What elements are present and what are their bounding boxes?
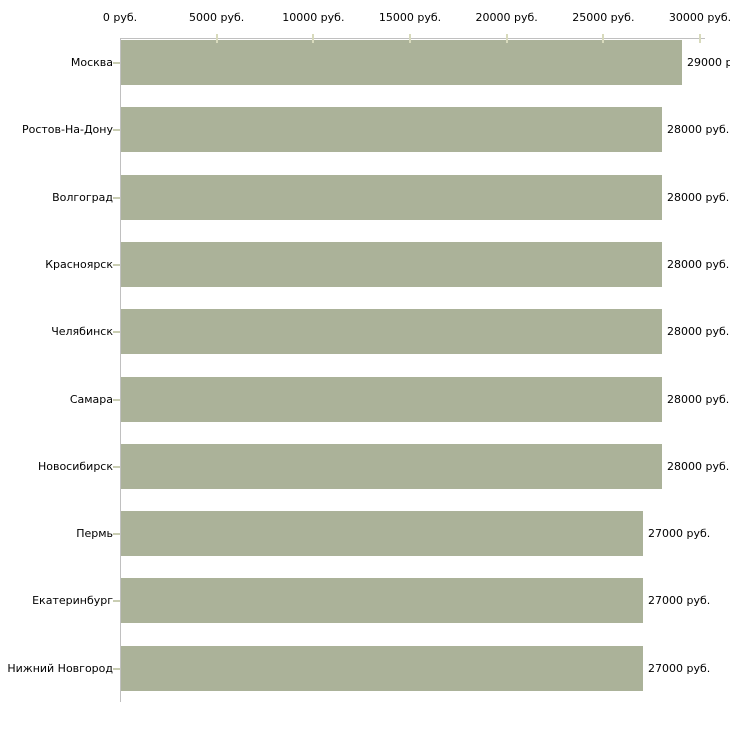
category-label: Самара	[69, 393, 113, 406]
x-axis-line	[120, 38, 705, 39]
value-label: 28000 руб.	[667, 325, 730, 338]
x-tick-mark	[699, 34, 701, 43]
bar	[121, 107, 662, 152]
value-label: 27000 руб.	[648, 527, 711, 540]
value-label: 27000 руб.	[648, 662, 711, 675]
category-label: Волгоград	[52, 191, 113, 204]
x-tick-label: 30000 руб.	[668, 11, 730, 24]
bar	[121, 309, 662, 354]
x-tick-label: 25000 руб.	[572, 11, 635, 24]
x-tick-label: 20000 руб.	[475, 11, 538, 24]
category-label: Ростов-На-Дону	[21, 123, 113, 136]
value-label: 27000 руб.	[648, 594, 711, 607]
x-tick-label: 10000 руб.	[282, 11, 345, 24]
category-tick-mark	[113, 399, 120, 401]
category-label: Екатеринбург	[32, 594, 113, 607]
category-label: Москва	[70, 56, 113, 69]
category-label: Пермь	[76, 527, 113, 540]
category-tick-mark	[113, 264, 120, 266]
category-tick-mark	[113, 129, 120, 131]
category-tick-mark	[113, 600, 120, 602]
bar	[121, 578, 643, 623]
bar	[121, 444, 662, 489]
x-tick-label: 0 руб.	[102, 11, 138, 24]
category-tick-mark	[113, 62, 120, 64]
bar	[121, 242, 662, 287]
bar	[121, 40, 682, 85]
value-label: 28000 руб.	[667, 191, 730, 204]
category-tick-mark	[113, 668, 120, 670]
x-tick-mark	[312, 34, 315, 43]
x-tick-mark	[602, 34, 605, 43]
x-tick-mark	[505, 34, 508, 43]
value-label: 28000 руб.	[667, 123, 730, 136]
category-label: Нижний Новгород	[7, 662, 113, 675]
bar	[121, 377, 662, 422]
value-label: 28000 руб.	[667, 393, 730, 406]
category-label: Новосибирск	[37, 460, 113, 473]
x-tick-mark	[409, 34, 411, 43]
x-tick-label: 15000 руб.	[378, 11, 442, 24]
category-tick-mark	[113, 466, 120, 468]
bar	[121, 646, 643, 691]
category-tick-mark	[113, 533, 120, 535]
value-label: 28000 руб.	[667, 460, 730, 473]
x-tick-label: 5000 руб.	[189, 11, 245, 24]
value-label: 29000 р	[687, 56, 730, 69]
value-label: 28000 руб.	[667, 258, 730, 271]
category-label: Челябинск	[51, 325, 113, 338]
category-tick-mark	[113, 331, 120, 333]
x-tick-mark	[215, 34, 218, 43]
bar	[121, 511, 643, 556]
bar	[121, 175, 662, 220]
category-tick-mark	[113, 197, 120, 199]
y-axis-line	[120, 38, 121, 702]
category-label: Красноярск	[45, 258, 113, 271]
